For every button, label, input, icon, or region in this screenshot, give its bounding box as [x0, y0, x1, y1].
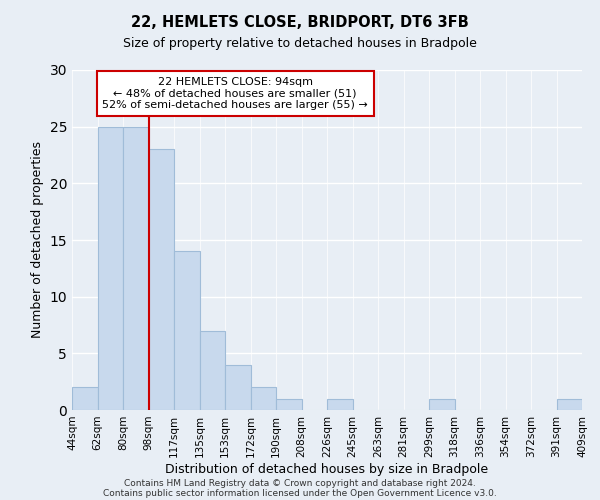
Bar	[429, 398, 455, 410]
Text: Contains public sector information licensed under the Open Government Licence v3: Contains public sector information licen…	[103, 488, 497, 498]
Y-axis label: Number of detached properties: Number of detached properties	[31, 142, 44, 338]
Text: Size of property relative to detached houses in Bradpole: Size of property relative to detached ho…	[123, 38, 477, 51]
Text: 22 HEMLETS CLOSE: 94sqm
← 48% of detached houses are smaller (51)
52% of semi-de: 22 HEMLETS CLOSE: 94sqm ← 48% of detache…	[103, 77, 368, 110]
Bar	[557, 398, 582, 410]
Bar	[72, 388, 97, 410]
Bar	[149, 150, 174, 410]
Bar	[123, 126, 149, 410]
Text: Contains HM Land Registry data © Crown copyright and database right 2024.: Contains HM Land Registry data © Crown c…	[124, 478, 476, 488]
Bar	[97, 126, 123, 410]
X-axis label: Distribution of detached houses by size in Bradpole: Distribution of detached houses by size …	[166, 462, 488, 475]
Bar	[225, 364, 251, 410]
Text: 22, HEMLETS CLOSE, BRIDPORT, DT6 3FB: 22, HEMLETS CLOSE, BRIDPORT, DT6 3FB	[131, 15, 469, 30]
Bar	[174, 252, 199, 410]
Bar	[327, 398, 353, 410]
Bar	[276, 398, 302, 410]
Bar	[251, 388, 276, 410]
Bar	[199, 330, 225, 410]
